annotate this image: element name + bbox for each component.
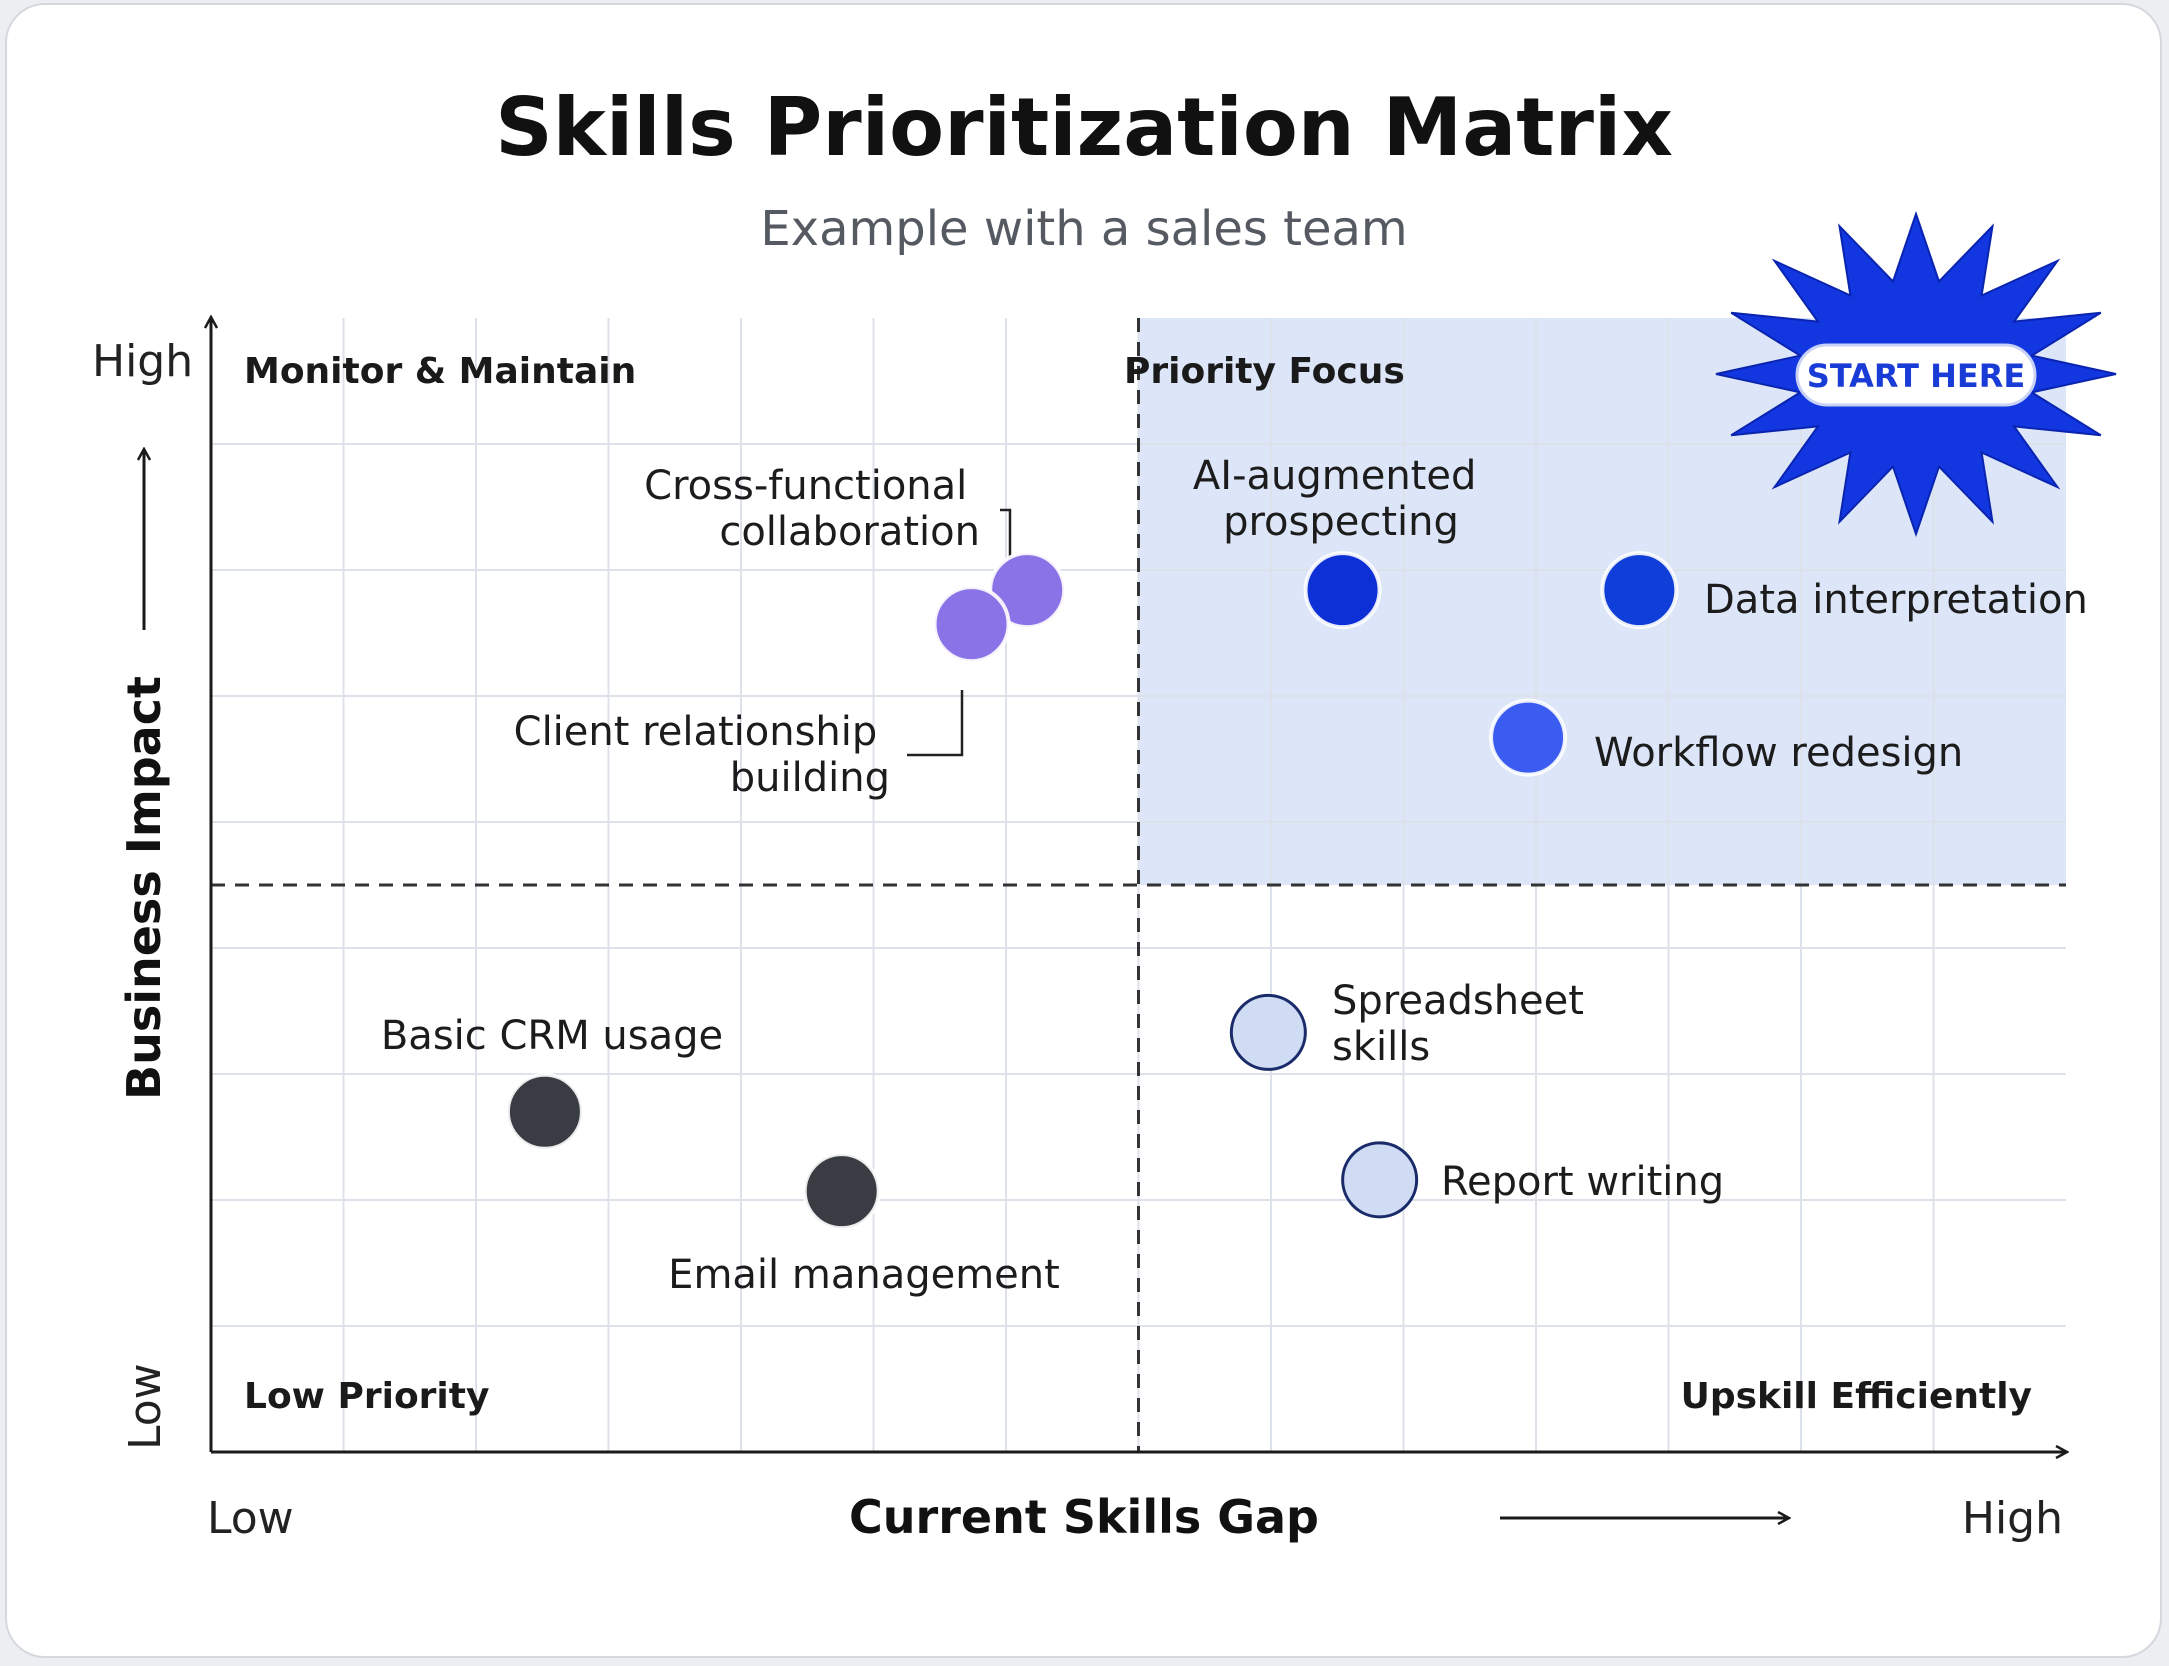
label-cross-functional-collaboration: Cross-functional collaboration [644,463,980,555]
data-point-client-relationship-building [932,585,1011,664]
start-here-badge: START HERE [1715,210,2117,538]
quadrant-label-bottom-right: Upskill Efficiently [1681,1376,2032,1417]
start-here-pill [1795,343,2037,407]
y-axis-title: Business Impact [117,676,171,1100]
label-spreadsheet-line2: skills [1332,1024,1430,1070]
chart-title: Skills Prioritization Matrix [495,81,1673,174]
label-cross-functional-line1: Cross-functional [644,463,967,509]
y-axis-high-label: High [92,336,193,387]
x-axis-low-label: Low [207,1493,294,1544]
data-point-spreadsheet-skills [1229,993,1307,1071]
data-point-data-interpretation [1600,551,1679,630]
data-point-ai-augmented-prospecting [1303,551,1382,630]
quadrant-label-top-right: Priority Focus [1124,351,1405,392]
data-point-basic-crm-usage [505,1072,584,1151]
plot-area [211,318,2066,1452]
label-ai-augmented-prospecting: AI-augmented prospecting [1193,453,1489,545]
label-spreadsheet-skills: Spreadsheet skills [1332,978,1597,1070]
label-workflow-redesign: Workflow redesign [1594,730,1963,776]
quadrant-label-top-left: Monitor & Maintain [244,351,636,392]
client-relationship-leader-line [907,690,964,757]
label-cross-functional-line2: collaboration [719,509,980,555]
label-client-relationship-line2: building [730,755,890,801]
x-axis-high-label: High [1962,1493,2063,1544]
label-client-relationship-line1: Client relationship [514,709,878,755]
chart-subtitle: Example with a sales team [760,201,1407,257]
cross-functional-leader-line [1000,508,1012,560]
label-data-interpretation: Data interpretation [1704,577,2088,623]
label-basic-crm-usage: Basic CRM usage [381,1013,723,1059]
data-point-workflow-redesign [1489,698,1568,777]
y-axis-low-label: Low [120,1363,171,1450]
start-here-text: START HERE [1807,357,2025,395]
label-client-relationship-building: Client relationship building [514,709,890,801]
x-axis-title: Current Skills Gap [849,1490,1319,1544]
data-point-report-writing [1341,1141,1419,1219]
label-spreadsheet-line1: Spreadsheet [1332,978,1584,1024]
label-report-writing: Report writing [1441,1159,1724,1205]
label-email-management: Email management [668,1252,1060,1298]
data-points [505,551,1679,1231]
label-ai-augmented-line2: prospecting [1223,499,1459,545]
quadrant-label-bottom-left: Low Priority [244,1376,489,1417]
label-ai-augmented-line1: AI-augmented [1193,453,1476,499]
data-point-email-management [802,1152,881,1231]
